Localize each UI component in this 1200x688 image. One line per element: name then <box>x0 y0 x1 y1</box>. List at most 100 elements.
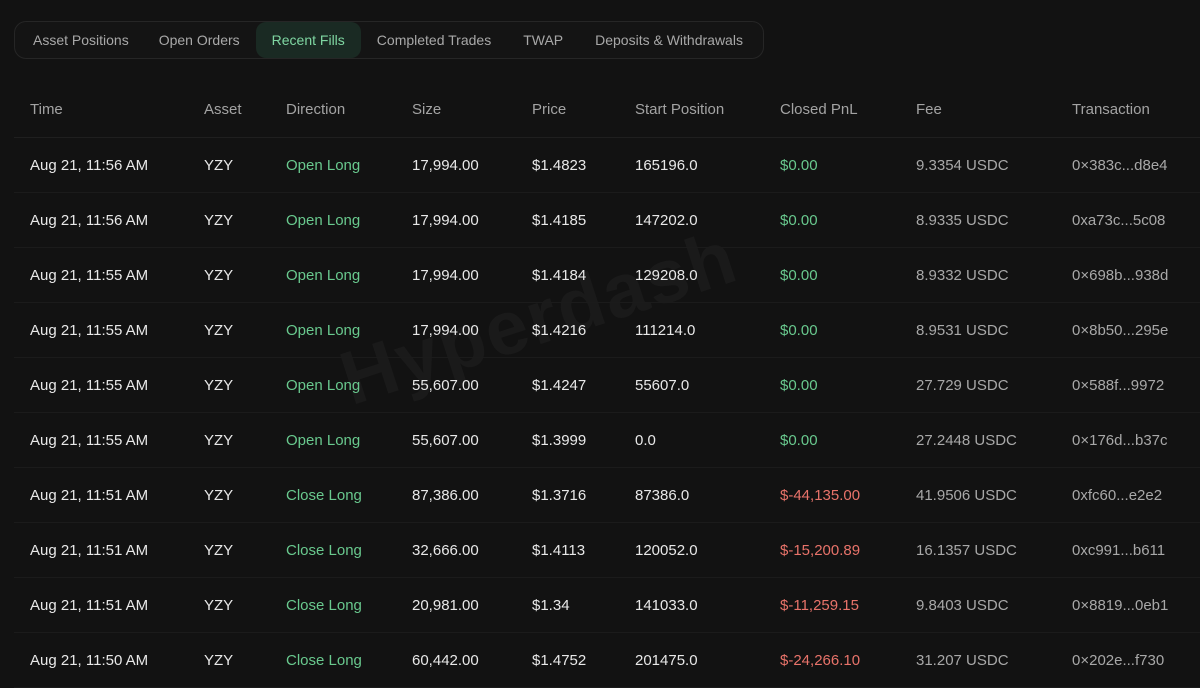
header-closed-pnl[interactable]: Closed PnL <box>780 82 916 138</box>
cell-time: Aug 21, 11:51 AM <box>14 467 204 523</box>
cell-fee: 9.3354 USDC <box>916 137 1072 193</box>
table-header-row: Time Asset Direction Size Price Start Po… <box>14 82 1200 138</box>
cell-time: Aug 21, 11:55 AM <box>14 357 204 413</box>
cell-transaction[interactable]: 0×698b...938d <box>1072 247 1200 303</box>
cell-price: $1.4247 <box>532 357 635 413</box>
cell-asset: YZY <box>204 137 286 193</box>
cell-asset: YZY <box>204 192 286 248</box>
header-size[interactable]: Size <box>412 82 532 138</box>
cell-transaction[interactable]: 0×176d...b37c <box>1072 412 1200 468</box>
tab-bar: Asset Positions Open Orders Recent Fills… <box>14 21 764 59</box>
cell-asset: YZY <box>204 522 286 578</box>
cell-size: 17,994.00 <box>412 247 532 303</box>
cell-start-position: 55607.0 <box>635 357 780 413</box>
cell-transaction[interactable]: 0×8b50...295e <box>1072 302 1200 358</box>
cell-asset: YZY <box>204 357 286 413</box>
cell-direction: Open Long <box>286 192 412 248</box>
cell-price: $1.4823 <box>532 137 635 193</box>
cell-transaction[interactable]: 0xa73c...5c08 <box>1072 192 1200 248</box>
cell-closed-pnl: $-44,135.00 <box>780 467 916 523</box>
cell-size: 32,666.00 <box>412 522 532 578</box>
header-direction[interactable]: Direction <box>286 82 412 138</box>
cell-closed-pnl: $0.00 <box>780 137 916 193</box>
header-transaction[interactable]: Transaction <box>1072 82 1200 138</box>
table-row[interactable]: Aug 21, 11:55 AM YZY Open Long 55,607.00 $1.… <box>14 412 1200 468</box>
cell-start-position: 165196.0 <box>635 137 780 193</box>
cell-transaction[interactable]: 0xfc60...e2e2 <box>1072 467 1200 523</box>
table-row[interactable]: Aug 21, 11:51 AM YZY Close Long 32,666.00 $1… <box>14 522 1200 578</box>
cell-closed-pnl: $0.00 <box>780 192 916 248</box>
header-start-position[interactable]: Start Position <box>635 82 780 138</box>
cell-closed-pnl: $-24,266.10 <box>780 632 916 688</box>
cell-direction: Open Long <box>286 302 412 358</box>
cell-closed-pnl: $0.00 <box>780 412 916 468</box>
cell-start-position: 201475.0 <box>635 632 780 688</box>
cell-size: 17,994.00 <box>412 192 532 248</box>
table-row[interactable]: Aug 21, 11:51 AM YZY Close Long 20,981.00 $1… <box>14 577 1200 633</box>
tab-recent-fills[interactable]: Recent Fills <box>255 22 361 58</box>
table-row[interactable]: Aug 21, 11:55 AM YZY Open Long 55,607.00 $1.… <box>14 357 1200 413</box>
tab-open-orders[interactable]: Open Orders <box>158 32 240 48</box>
cell-asset: YZY <box>204 302 286 358</box>
cell-transaction[interactable]: 0×8819...0eb1 <box>1072 577 1200 633</box>
cell-asset: YZY <box>204 632 286 688</box>
cell-fee: 9.8403 USDC <box>916 577 1072 633</box>
cell-direction: Close Long <box>286 632 412 688</box>
cell-asset: YZY <box>204 247 286 303</box>
table-row[interactable]: Aug 21, 11:56 AM YZY Open Long 17,994.00 $1.… <box>14 192 1200 248</box>
tab-asset-positions[interactable]: Asset Positions <box>33 32 129 48</box>
cell-time: Aug 21, 11:50 AM <box>14 632 204 688</box>
cell-transaction[interactable]: 0×588f...9972 <box>1072 357 1200 413</box>
header-time[interactable]: Time <box>14 82 204 138</box>
cell-time: Aug 21, 11:56 AM <box>14 137 204 193</box>
header-asset[interactable]: Asset <box>204 82 286 138</box>
cell-fee: 27.729 USDC <box>916 357 1072 413</box>
cell-start-position: 0.0 <box>635 412 780 468</box>
cell-price: $1.4113 <box>532 522 635 578</box>
cell-time: Aug 21, 11:51 AM <box>14 577 204 633</box>
cell-closed-pnl: $0.00 <box>780 247 916 303</box>
cell-size: 60,442.00 <box>412 632 532 688</box>
tab-twap[interactable]: TWAP <box>523 32 564 48</box>
cell-time: Aug 21, 11:51 AM <box>14 522 204 578</box>
cell-fee: 27.2448 USDC <box>916 412 1072 468</box>
cell-transaction[interactable]: 0xc991...b611 <box>1072 522 1200 578</box>
cell-time: Aug 21, 11:56 AM <box>14 192 204 248</box>
cell-size: 55,607.00 <box>412 357 532 413</box>
cell-closed-pnl: $0.00 <box>780 302 916 358</box>
cell-price: $1.4216 <box>532 302 635 358</box>
table-row[interactable]: Aug 21, 11:55 AM YZY Open Long 17,994.00 $1.… <box>14 302 1200 358</box>
cell-time: Aug 21, 11:55 AM <box>14 412 204 468</box>
cell-start-position: 147202.0 <box>635 192 780 248</box>
cell-closed-pnl: $-15,200.89 <box>780 522 916 578</box>
cell-start-position: 129208.0 <box>635 247 780 303</box>
table-row[interactable]: Aug 21, 11:51 AM YZY Close Long 87,386.00 $1… <box>14 467 1200 523</box>
cell-asset: YZY <box>204 467 286 523</box>
cell-fee: 16.1357 USDC <box>916 522 1072 578</box>
cell-price: $1.34 <box>532 577 635 633</box>
cell-size: 17,994.00 <box>412 302 532 358</box>
cell-time: Aug 21, 11:55 AM <box>14 302 204 358</box>
cell-transaction[interactable]: 0×202e...f730 <box>1072 632 1200 688</box>
cell-asset: YZY <box>204 577 286 633</box>
cell-direction: Close Long <box>286 467 412 523</box>
tab-completed-trades[interactable]: Completed Trades <box>376 32 492 48</box>
cell-size: 17,994.00 <box>412 137 532 193</box>
cell-start-position: 141033.0 <box>635 577 780 633</box>
cell-size: 55,607.00 <box>412 412 532 468</box>
header-fee[interactable]: Fee <box>916 82 1072 138</box>
table-row[interactable]: Aug 21, 11:55 AM YZY Open Long 17,994.00 $1.… <box>14 247 1200 303</box>
cell-fee: 31.207 USDC <box>916 632 1072 688</box>
table-row[interactable]: Aug 21, 11:50 AM YZY Close Long 60,442.00 $1… <box>14 632 1200 688</box>
cell-transaction[interactable]: 0×383c...d8e4 <box>1072 137 1200 193</box>
cell-fee: 8.9332 USDC <box>916 247 1072 303</box>
tab-deposits-withdrawals[interactable]: Deposits & Withdrawals <box>595 32 743 48</box>
cell-direction: Close Long <box>286 577 412 633</box>
table-row[interactable]: Aug 21, 11:56 AM YZY Open Long 17,994.00 $1.… <box>14 137 1200 193</box>
header-price[interactable]: Price <box>532 82 635 138</box>
cell-closed-pnl: $-11,259.15 <box>780 577 916 633</box>
fills-table: Time Asset Direction Size Price Start Po… <box>14 82 1200 688</box>
cell-fee: 8.9531 USDC <box>916 302 1072 358</box>
cell-time: Aug 21, 11:55 AM <box>14 247 204 303</box>
cell-direction: Open Long <box>286 357 412 413</box>
